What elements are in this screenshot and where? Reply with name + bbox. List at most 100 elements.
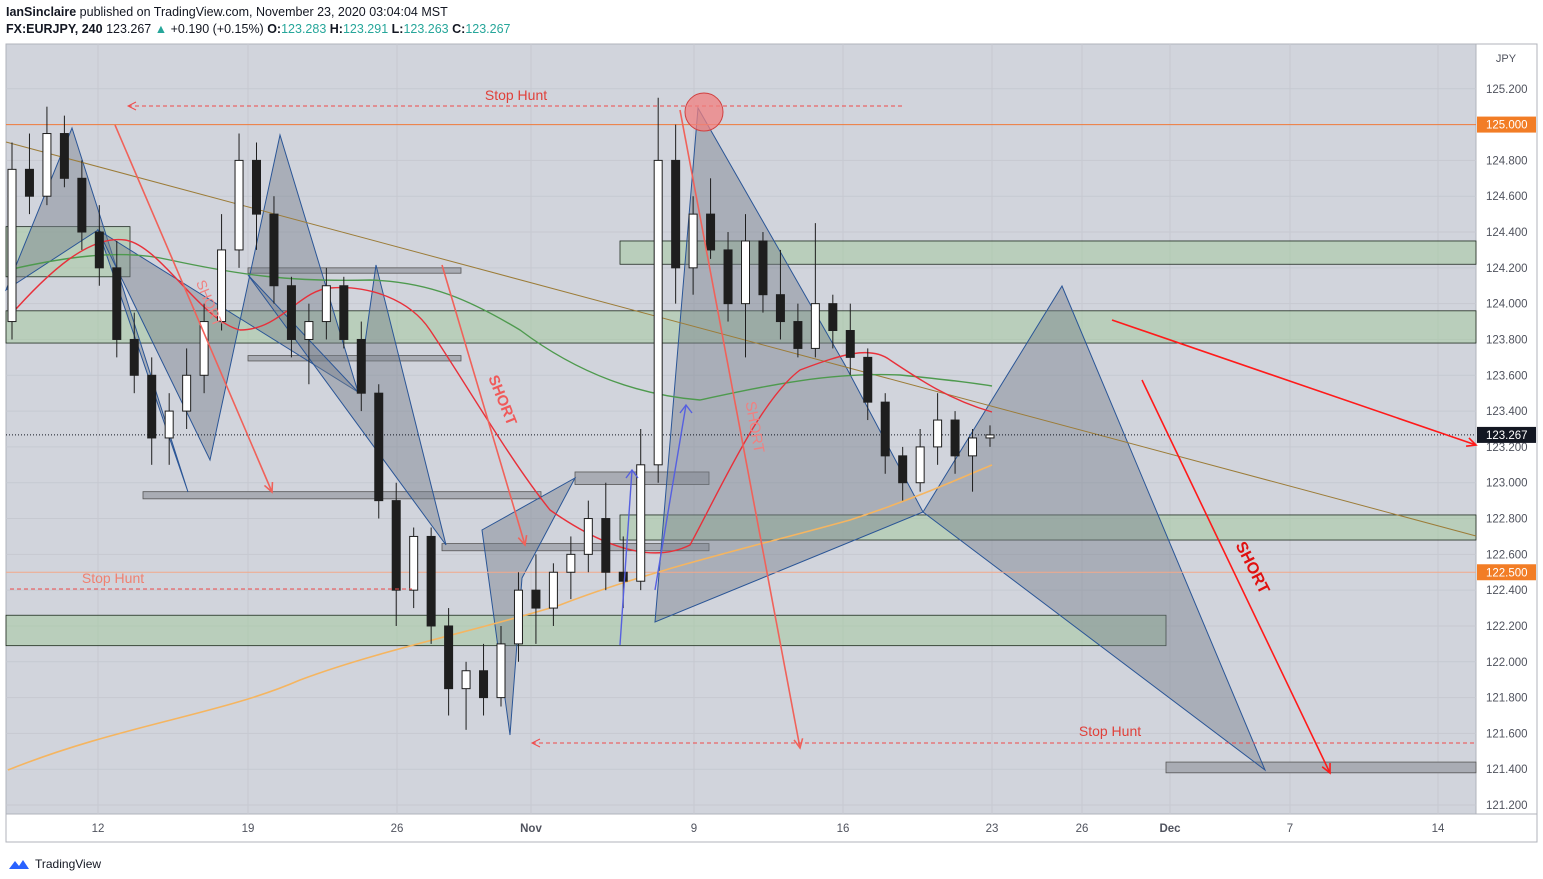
candle-body	[374, 392, 384, 502]
candle-body	[758, 240, 768, 296]
time-tick-label: 26	[391, 823, 404, 835]
candle-body	[77, 177, 87, 233]
arrow-head-icon	[1465, 437, 1478, 447]
author-name[interactable]: IanSinclaire	[6, 5, 77, 19]
candle-body	[968, 437, 978, 457]
price-label-tag	[1477, 564, 1536, 581]
candle-body	[409, 535, 419, 591]
demand-zone	[619, 514, 1477, 541]
candlesticks	[7, 97, 995, 730]
candle-body	[339, 285, 349, 340]
candle-body	[426, 535, 436, 627]
candle-body	[863, 356, 873, 403]
short-arrow	[1111, 319, 1477, 446]
candle-body	[461, 670, 471, 690]
price-tick-label: 122.200	[1486, 621, 1528, 633]
price-tick-label: 124.200	[1486, 263, 1528, 275]
time-tick-label: Dec	[1159, 823, 1181, 835]
price-tick-label: 124.400	[1486, 227, 1528, 239]
price-label-tag	[1477, 426, 1536, 443]
candle-body	[182, 374, 192, 412]
descending-trendline	[5, 141, 1477, 537]
tradingview-logo-icon[interactable]	[8, 857, 30, 871]
price-tick-label: 122.000	[1486, 657, 1528, 669]
candle-body	[845, 330, 855, 358]
price-tick-label: 123.000	[1486, 478, 1528, 490]
range-box	[142, 491, 542, 500]
short-arrow	[679, 109, 801, 749]
candle-body	[321, 285, 331, 323]
time-axis-background[interactable]	[5, 813, 1538, 843]
candle-body	[234, 159, 244, 251]
price-axis: JPY 121.200 121.400 121.600 121.800 122.000 12…	[1477, 53, 1536, 812]
stop-hunt-circle	[684, 92, 724, 132]
last-price: 123.267	[106, 22, 152, 36]
candle-body	[24, 168, 34, 197]
price-change: +0.190 (+0.15%)	[170, 22, 264, 36]
time-tick-label: 23	[986, 823, 999, 835]
time-axis: 12 19 26 Nov 9 16 23 26 Dec 7 14	[92, 823, 1445, 835]
candle-body	[723, 249, 733, 305]
up-arrow-icon: ▲	[154, 22, 168, 36]
demand-zone	[5, 226, 131, 278]
candle-body	[793, 321, 803, 349]
arrow-head-icon	[517, 535, 528, 547]
arrow-head-icon	[263, 481, 274, 494]
price-tick-label: 122.600	[1486, 549, 1528, 561]
symbol-label[interactable]: FX:EURJPY, 240	[6, 22, 103, 36]
candle-body	[42, 133, 52, 197]
price-tick-label: 121.400	[1486, 764, 1528, 776]
plot-background	[5, 43, 1477, 815]
candle-body	[775, 294, 785, 323]
candle-body	[252, 159, 261, 215]
harmonic-pattern	[922, 284, 1267, 772]
brand-name[interactable]: TradingView	[35, 857, 102, 871]
candle-body	[828, 303, 838, 332]
price-label-text: 125.000	[1486, 120, 1528, 132]
time-tick-label: 9	[691, 823, 697, 835]
publish-line: IanSinclaire published on TradingView.co…	[6, 4, 511, 21]
arrow-head-icon	[1321, 762, 1331, 775]
time-tick-label: 26	[1076, 823, 1089, 835]
price-tick-label: 121.800	[1486, 693, 1528, 705]
price-tick-label: 124.600	[1486, 191, 1528, 203]
candle-body	[199, 321, 209, 376]
time-tick-label: 12	[92, 823, 105, 835]
short-arrow	[114, 124, 273, 493]
support-resistance-zones	[5, 226, 1477, 774]
ema-line	[7, 238, 993, 554]
candle-body	[217, 249, 227, 323]
price-tick-label: 125.200	[1486, 84, 1528, 96]
candle-body	[741, 240, 750, 305]
candle-body	[496, 643, 506, 699]
candle-body	[513, 589, 523, 645]
candle-body	[933, 419, 943, 448]
time-tick-label: 19	[242, 823, 255, 835]
publish-info: published on TradingView.com, November 2…	[79, 5, 448, 19]
price-tick-label: 124.800	[1486, 155, 1528, 167]
candle-body	[706, 213, 716, 251]
time-tick-label: 14	[1432, 823, 1445, 835]
price-unit-label: JPY	[1496, 53, 1517, 65]
candle-body	[269, 213, 279, 287]
range-box	[441, 543, 710, 552]
candle-body	[112, 267, 122, 340]
arrow-head-icon	[793, 738, 804, 750]
arrow-head-icon	[625, 468, 639, 479]
harmonic-patterns	[4, 106, 1267, 772]
harmonic-pattern	[654, 106, 924, 623]
range-box	[247, 267, 462, 274]
candle-body	[915, 446, 925, 484]
time-tick-label: 7	[1287, 823, 1293, 835]
high-value: 123.291	[342, 22, 389, 36]
price-tick-label: 123.800	[1486, 334, 1528, 346]
candle-body	[601, 518, 611, 573]
candle-body	[286, 285, 296, 340]
ma-200-line	[7, 464, 993, 771]
candle-body	[129, 338, 139, 376]
price-tick-label: 123.200	[1486, 442, 1528, 454]
candle-body	[618, 571, 628, 582]
candle-body	[356, 338, 366, 394]
